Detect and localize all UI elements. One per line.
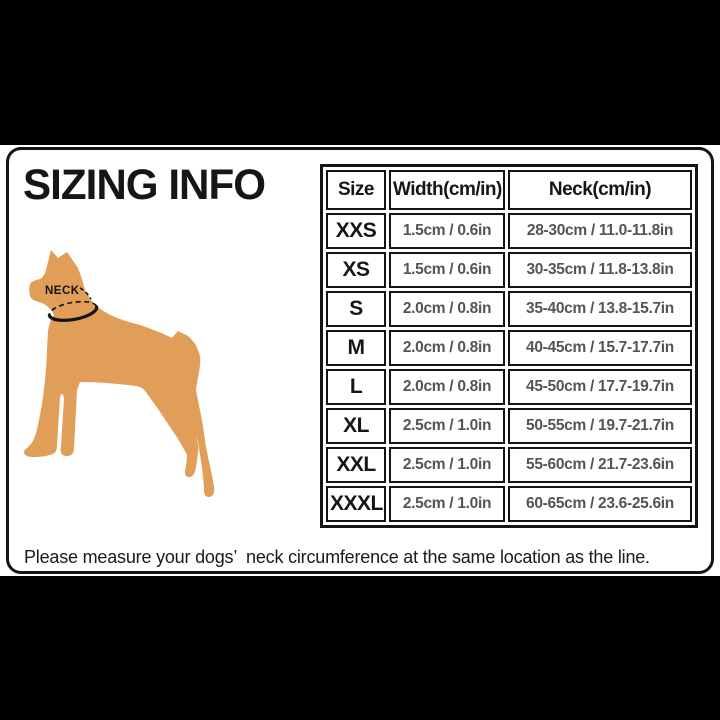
size-cell: XXXL [326, 486, 386, 522]
width-cell: 2.0cm / 0.8in [389, 330, 505, 366]
table-row: M 2.0cm / 0.8in 40-45cm / 15.7-17.7in [326, 330, 692, 366]
neck-cell: 30-35cm / 11.8-13.8in [508, 252, 692, 288]
neck-cell: 28-30cm / 11.0-11.8in [508, 213, 692, 249]
neck-cell: 50-55cm / 19.7-21.7in [508, 408, 692, 444]
letterbox-top [0, 0, 720, 145]
dog-illustration: NECK [20, 240, 230, 505]
size-cell: XS [326, 252, 386, 288]
neck-cell: 45-50cm / 17.7-19.7in [508, 369, 692, 405]
col-header-width: Width(cm/in) [389, 170, 505, 210]
size-cell: XXS [326, 213, 386, 249]
table-row: XL 2.5cm / 1.0in 50-55cm / 19.7-21.7in [326, 408, 692, 444]
size-cell: L [326, 369, 386, 405]
page-title: SIZING INFO [23, 161, 266, 209]
width-cell: 1.5cm / 0.6in [389, 252, 505, 288]
table-row: XXXL 2.5cm / 1.0in 60-65cm / 23.6-25.6in [326, 486, 692, 522]
size-table: Size Width(cm/in) Neck(cm/in) XXS 1.5cm … [320, 164, 698, 528]
neck-cell: 55-60cm / 21.7-23.6in [508, 447, 692, 483]
table-row: XS 1.5cm / 0.6in 30-35cm / 11.8-13.8in [326, 252, 692, 288]
col-header-neck: Neck(cm/in) [508, 170, 692, 210]
neck-measure-line-solid [47, 305, 99, 322]
neck-leader-line [79, 287, 92, 300]
size-table-container: Size Width(cm/in) Neck(cm/in) XXS 1.5cm … [320, 164, 698, 528]
size-cell: S [326, 291, 386, 327]
width-cell: 1.5cm / 0.6in [389, 213, 505, 249]
width-cell: 2.0cm / 0.8in [389, 291, 505, 327]
width-cell: 2.5cm / 1.0in [389, 486, 505, 522]
size-cell: M [326, 330, 386, 366]
width-cell: 2.5cm / 1.0in [389, 447, 505, 483]
letterbox-bottom [0, 576, 720, 720]
col-header-size: Size [326, 170, 386, 210]
table-row: XXS 1.5cm / 0.6in 28-30cm / 11.0-11.8in [326, 213, 692, 249]
measurement-note: Please measure your dogs’ neck circumfer… [24, 547, 650, 567]
size-cell: XL [326, 408, 386, 444]
table-row: L 2.0cm / 0.8in 45-50cm / 17.7-19.7in [326, 369, 692, 405]
neck-cell: 60-65cm / 23.6-25.6in [508, 486, 692, 522]
table-row: XXL 2.5cm / 1.0in 55-60cm / 21.7-23.6in [326, 447, 692, 483]
size-cell: XXL [326, 447, 386, 483]
dog-silhouette-icon [24, 250, 215, 497]
width-cell: 2.0cm / 0.8in [389, 369, 505, 405]
neck-cell: 40-45cm / 15.7-17.7in [508, 330, 692, 366]
neck-cell: 35-40cm / 13.8-15.7in [508, 291, 692, 327]
header-row: Size Width(cm/in) Neck(cm/in) [326, 170, 692, 210]
table-row: S 2.0cm / 0.8in 35-40cm / 13.8-15.7in [326, 291, 692, 327]
neck-label: NECK [45, 285, 80, 297]
width-cell: 2.5cm / 1.0in [389, 408, 505, 444]
